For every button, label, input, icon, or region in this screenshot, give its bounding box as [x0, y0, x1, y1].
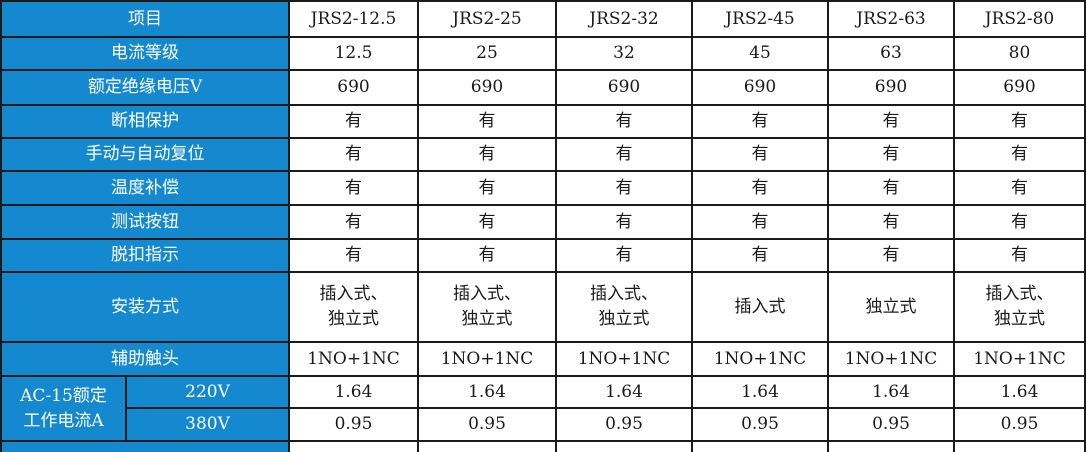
table-cell: 有 [955, 206, 1084, 238]
row-label-temperature-compensation: 温度补偿 [2, 172, 288, 204]
table-cell: 1.64 [693, 377, 827, 407]
column-header-jrs2-32: JRS2-32 [557, 2, 691, 36]
column-header-jrs2-12-5: JRS2-12.5 [290, 2, 417, 36]
table-cell: 有 [829, 206, 953, 238]
table-cell: 0.95 [557, 409, 691, 440]
table-cell: 插入式、 独立式 [955, 273, 1084, 341]
table-cell: 32 [557, 38, 691, 69]
column-header-jrs2-25: JRS2-25 [419, 2, 555, 36]
table-cell: 有 [693, 172, 827, 204]
row-sublabel-220v: 220V [127, 377, 288, 407]
table-cell: 有 [557, 106, 691, 137]
table-cell: 1NO+1NC [290, 343, 417, 375]
cutoff-row-cell [290, 442, 417, 452]
row-label-trip-indication: 脱扣指示 [2, 240, 288, 271]
table-cell: 插入式 [693, 273, 827, 341]
table-cell: 1.64 [557, 377, 691, 407]
table-cell: 有 [419, 206, 555, 238]
table-cell: 有 [693, 206, 827, 238]
table-cell: 有 [419, 172, 555, 204]
table-cell: 1NO+1NC [419, 343, 555, 375]
table-cell: 插入式、 独立式 [290, 273, 417, 341]
table-cell: 690 [557, 71, 691, 104]
table-cell: 有 [557, 206, 691, 238]
row-label-phase-failure-protection: 断相保护 [2, 106, 288, 137]
row-label-test-button: 测试按钮 [2, 206, 288, 238]
table-cell: 有 [829, 106, 953, 137]
table-cell: 有 [829, 240, 953, 271]
table-cell: 1.64 [290, 377, 417, 407]
table-cell: 有 [290, 172, 417, 204]
table-cell: 12.5 [290, 38, 417, 69]
cutoff-row-cell [693, 442, 827, 452]
table-cell: 1NO+1NC [693, 343, 827, 375]
table-cell: 1.64 [419, 377, 555, 407]
table-cell: 有 [557, 139, 691, 170]
table-cell: 0.95 [693, 409, 827, 440]
table-cell: 690 [290, 71, 417, 104]
row-label-current-rating: 电流等级 [2, 38, 288, 69]
table-cell: 有 [557, 240, 691, 271]
table-cell: 有 [419, 240, 555, 271]
table-cell: 有 [955, 139, 1084, 170]
table-cell: 0.95 [419, 409, 555, 440]
cutoff-row-cell [955, 442, 1084, 452]
table-cell: 25 [419, 38, 555, 69]
table-cell: 有 [693, 240, 827, 271]
row-sublabel-380v: 380V [127, 409, 288, 440]
table-cell: 1.64 [829, 377, 953, 407]
table-cell: 1NO+1NC [829, 343, 953, 375]
table-cell: 有 [955, 106, 1084, 137]
table-cell: 插入式、 独立式 [557, 273, 691, 341]
column-header-jrs2-63: JRS2-63 [829, 2, 953, 36]
table-cell: 有 [290, 206, 417, 238]
table-cell: 有 [829, 139, 953, 170]
table-cell: 1.64 [955, 377, 1084, 407]
table-cell: 有 [955, 240, 1084, 271]
table-cell: 63 [829, 38, 953, 69]
table-cell: 1NO+1NC [955, 343, 1084, 375]
table-cell: 690 [693, 71, 827, 104]
table-cell: 690 [829, 71, 953, 104]
row-label-manual-auto-reset: 手动与自动复位 [2, 139, 288, 170]
cutoff-row-cell [829, 442, 953, 452]
table-cell: 有 [557, 172, 691, 204]
table-cell: 0.95 [290, 409, 417, 440]
table-cell: 有 [829, 172, 953, 204]
table-cell: 有 [419, 139, 555, 170]
row-label-auxiliary-contacts: 辅助触头 [2, 343, 288, 375]
row-group-label-ac15-rated-current: AC-15额定 工作电流A [2, 377, 125, 440]
table-cell: 0.95 [955, 409, 1084, 440]
table-cell: 独立式 [829, 273, 953, 341]
table-cell: 690 [419, 71, 555, 104]
row-label-insulation-voltage: 额定绝缘电压V [2, 71, 288, 104]
cutoff-row-cell [557, 442, 691, 452]
table-cell: 有 [955, 172, 1084, 204]
table-cell: 45 [693, 38, 827, 69]
table-cell: 有 [290, 240, 417, 271]
table-cell: 插入式、 独立式 [419, 273, 555, 341]
table-cell: 690 [955, 71, 1084, 104]
table-cell: 有 [290, 106, 417, 137]
cutoff-row-cell [419, 442, 555, 452]
table-cell: 有 [693, 106, 827, 137]
table-cell: 1NO+1NC [557, 343, 691, 375]
column-header-jrs2-45: JRS2-45 [693, 2, 827, 36]
table-cell: 有 [419, 106, 555, 137]
table-cell: 80 [955, 38, 1084, 69]
column-header-jrs2-80: JRS2-80 [955, 2, 1084, 36]
cutoff-row-label [2, 442, 288, 452]
row-label-mounting-type: 安装方式 [2, 273, 288, 341]
table-cell: 有 [693, 139, 827, 170]
table-cell: 有 [290, 139, 417, 170]
table-corner-header: 项目 [2, 2, 288, 36]
table-cell: 0.95 [829, 409, 953, 440]
